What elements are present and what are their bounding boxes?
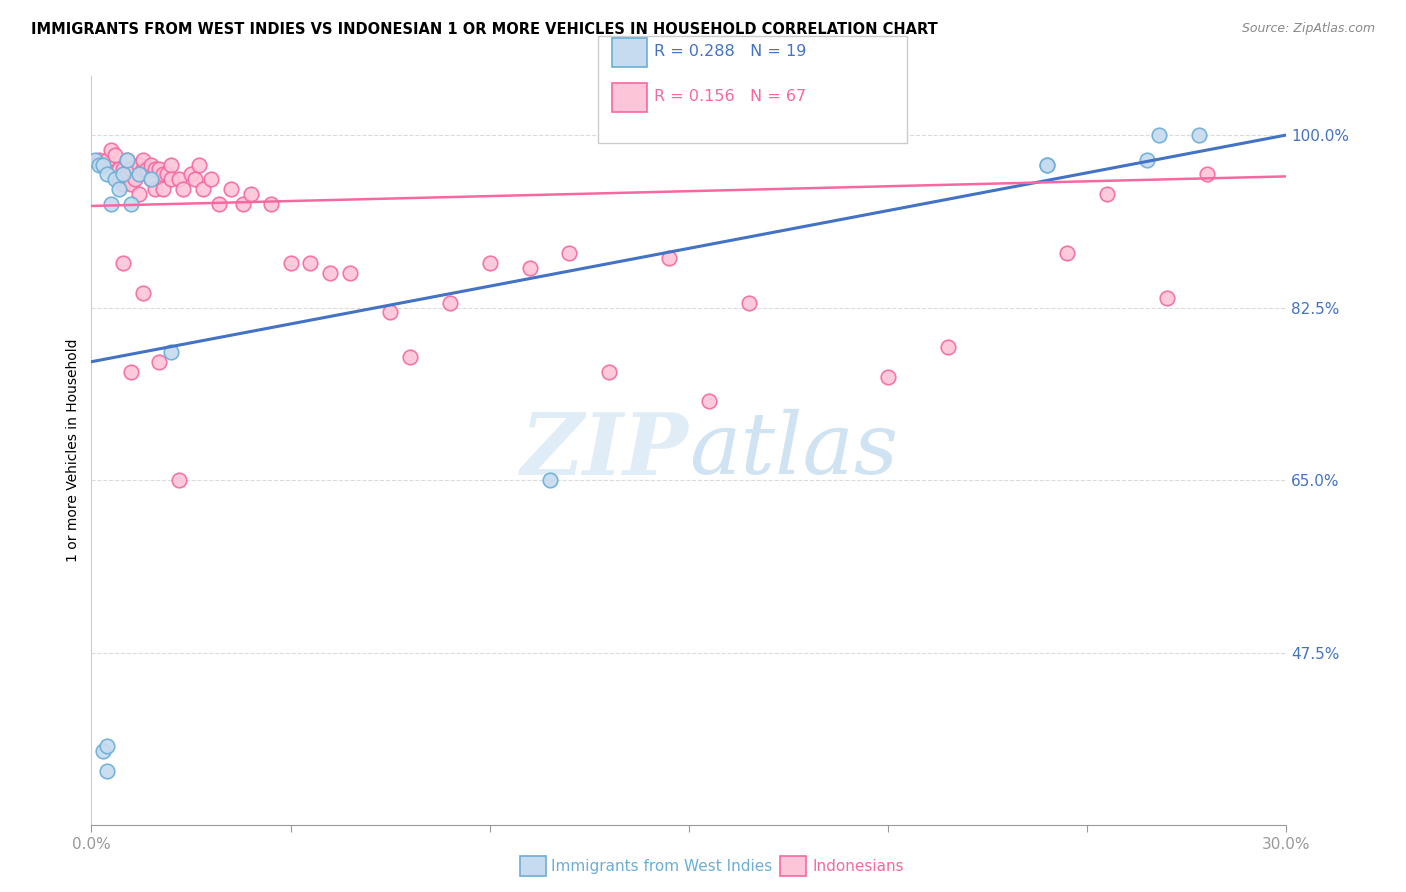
Point bbox=[143, 182, 166, 196]
Point bbox=[104, 172, 127, 186]
Point bbox=[658, 251, 681, 265]
Point bbox=[259, 197, 281, 211]
Point bbox=[299, 256, 322, 270]
Point bbox=[439, 295, 461, 310]
Point bbox=[232, 197, 254, 211]
Point bbox=[104, 147, 127, 161]
Point bbox=[558, 246, 581, 260]
Text: Indonesians: Indonesians bbox=[813, 859, 904, 873]
Point bbox=[143, 162, 166, 177]
Point bbox=[93, 157, 115, 171]
Point bbox=[128, 187, 150, 202]
Point bbox=[1036, 157, 1059, 171]
Point bbox=[1147, 128, 1170, 142]
Point bbox=[96, 739, 118, 754]
Point bbox=[89, 153, 111, 167]
Point bbox=[128, 157, 150, 171]
Point bbox=[160, 157, 183, 171]
Point bbox=[180, 168, 202, 182]
Point bbox=[156, 168, 179, 182]
Point bbox=[89, 157, 111, 171]
Point bbox=[148, 162, 170, 177]
Point bbox=[538, 473, 561, 487]
Point bbox=[737, 295, 759, 310]
Point bbox=[132, 153, 155, 167]
Point bbox=[280, 256, 302, 270]
Point bbox=[339, 266, 361, 280]
Point bbox=[108, 162, 131, 177]
Text: Source: ZipAtlas.com: Source: ZipAtlas.com bbox=[1241, 22, 1375, 36]
Point bbox=[148, 355, 170, 369]
Point bbox=[478, 256, 501, 270]
Point bbox=[132, 162, 155, 177]
Point bbox=[120, 162, 142, 177]
Point bbox=[184, 172, 207, 186]
Point bbox=[128, 168, 150, 182]
Point bbox=[112, 256, 135, 270]
Point bbox=[141, 172, 162, 186]
Point bbox=[141, 172, 162, 186]
Point bbox=[697, 394, 720, 409]
Text: R = 0.288   N = 19: R = 0.288 N = 19 bbox=[654, 45, 806, 59]
Point bbox=[1056, 246, 1078, 260]
Point bbox=[120, 178, 142, 192]
Point bbox=[239, 187, 262, 202]
Text: IMMIGRANTS FROM WEST INDIES VS INDONESIAN 1 OR MORE VEHICLES IN HOUSEHOLD CORREL: IMMIGRANTS FROM WEST INDIES VS INDONESIA… bbox=[31, 22, 938, 37]
Point bbox=[96, 153, 118, 167]
Point bbox=[1188, 128, 1211, 142]
Point bbox=[1097, 187, 1119, 202]
Point bbox=[96, 764, 118, 778]
Point bbox=[115, 153, 138, 167]
Point bbox=[112, 168, 135, 182]
Point bbox=[378, 305, 402, 319]
Y-axis label: 1 or more Vehicles in Household: 1 or more Vehicles in Household bbox=[66, 339, 80, 562]
Point bbox=[115, 168, 138, 182]
Point bbox=[1136, 153, 1159, 167]
Point bbox=[112, 162, 135, 177]
Point bbox=[141, 157, 162, 171]
Point bbox=[160, 172, 183, 186]
Point bbox=[208, 197, 231, 211]
Point bbox=[399, 350, 422, 364]
Point bbox=[132, 285, 155, 300]
Point bbox=[93, 157, 115, 171]
Point bbox=[598, 365, 620, 379]
Point bbox=[160, 344, 183, 359]
Text: R = 0.156   N = 67: R = 0.156 N = 67 bbox=[654, 89, 806, 103]
Text: atlas: atlas bbox=[689, 409, 898, 491]
Point bbox=[100, 197, 122, 211]
Point bbox=[124, 172, 146, 186]
Point bbox=[219, 182, 242, 196]
Point bbox=[152, 182, 174, 196]
Point bbox=[120, 197, 142, 211]
Point bbox=[96, 168, 118, 182]
Point bbox=[167, 473, 190, 487]
Point bbox=[84, 153, 107, 167]
Point bbox=[188, 157, 211, 171]
Point bbox=[319, 266, 342, 280]
Point bbox=[519, 261, 541, 276]
Point bbox=[191, 182, 214, 196]
Point bbox=[200, 172, 222, 186]
Text: Immigrants from West Indies: Immigrants from West Indies bbox=[551, 859, 772, 873]
Point bbox=[115, 153, 138, 167]
Point bbox=[936, 340, 959, 354]
Point bbox=[1156, 291, 1178, 305]
Text: ZIP: ZIP bbox=[522, 409, 689, 492]
Point bbox=[136, 162, 159, 177]
Point bbox=[93, 744, 115, 758]
Point bbox=[120, 365, 142, 379]
Point bbox=[1195, 168, 1218, 182]
Point bbox=[112, 178, 135, 192]
Point bbox=[100, 143, 122, 157]
Point bbox=[1036, 157, 1059, 171]
Point bbox=[152, 168, 174, 182]
Point bbox=[167, 172, 190, 186]
Point bbox=[108, 172, 131, 186]
Point bbox=[877, 369, 900, 384]
Point bbox=[108, 182, 131, 196]
Point bbox=[172, 182, 194, 196]
